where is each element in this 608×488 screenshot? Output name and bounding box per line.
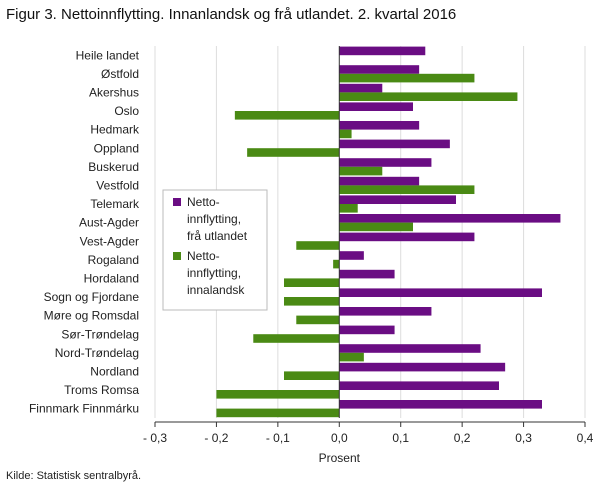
category-label: Vestfold [96, 179, 139, 193]
legend-box [162, 189, 268, 311]
category-label: Akershus [89, 86, 139, 100]
legend-label: frå utlandet [187, 229, 248, 243]
bar-utlandet [339, 65, 420, 74]
bars [216, 46, 561, 418]
x-tick-label: - 0,3 [143, 431, 167, 445]
bar-utlandet [339, 307, 432, 316]
category-label: Nordland [90, 365, 139, 379]
bar-utlandet [339, 362, 506, 372]
category-label: Heile landet [76, 48, 140, 62]
category-label: Rogaland [88, 253, 139, 267]
category-label: Finnmark Finnmárku [29, 402, 139, 416]
bar-innalandsk [339, 185, 475, 194]
category-label: Hedmark [90, 123, 140, 137]
bar-utlandet [339, 251, 364, 260]
x-tick-label: 0,3 [515, 431, 532, 445]
category-label: Nord-Trøndelag [55, 346, 139, 360]
legend-label: Netto- [187, 195, 220, 209]
bar-innalandsk [216, 390, 340, 399]
bar-innalandsk [339, 129, 352, 139]
bar-innalandsk [296, 315, 340, 325]
category-label: Østfold [101, 67, 139, 81]
legend-label: innflytting, [187, 212, 241, 226]
bar-utlandet [339, 288, 542, 297]
legend: Netto-innflytting, frå utlandet Netto-innf… [162, 189, 268, 311]
category-label: Troms Romsa [64, 383, 139, 397]
bar-innalandsk [253, 334, 340, 343]
bar-utlandet [339, 158, 432, 167]
bar-innalandsk [296, 241, 340, 250]
bar-utlandet [339, 400, 542, 409]
category-label: Møre og Romsdal [44, 309, 139, 323]
bar-innalandsk [333, 259, 340, 269]
category-labels: Heile landet Østfold Akershus Oslo Hedmark Op… [29, 48, 140, 415]
legend-swatch [173, 198, 181, 206]
bar-utlandet [339, 381, 499, 390]
bar-innalandsk [216, 408, 340, 418]
source-note: Kilde: Statistisk sentralbyrå. [6, 470, 142, 482]
bar-innalandsk [284, 371, 340, 380]
bar-innalandsk [339, 352, 364, 362]
bar-utlandet [339, 46, 426, 56]
x-axis-title: Prosent [319, 451, 361, 465]
category-label: Hordaland [84, 272, 139, 286]
bar-innalandsk [247, 148, 340, 157]
axes [154, 46, 586, 427]
category-label: Sogn og Fjordane [44, 290, 140, 304]
category-label: Sør-Trøndelag [61, 327, 139, 341]
bar-innalandsk [284, 297, 340, 306]
x-tick-label: - 0,1 [266, 431, 290, 445]
category-label: Telemark [90, 197, 140, 211]
bar-utlandet [339, 121, 420, 130]
bar-innalandsk [339, 204, 358, 213]
bar-utlandet [339, 214, 561, 223]
x-tick-labels: - 0,3 - 0,2 - 0,1 0,0 0,1 0,2 0,3 0,4 [143, 431, 594, 445]
bar-utlandet [339, 269, 395, 279]
bar-utlandet [339, 83, 383, 93]
legend-label: innalandsk [187, 283, 245, 297]
legend-label: Netto- [187, 249, 220, 263]
bar-utlandet [339, 176, 420, 186]
category-label: Aust-Agder [79, 216, 139, 230]
category-label: Oppland [94, 141, 139, 155]
category-label: Buskerud [88, 160, 139, 174]
chart-title: Figur 3. Nettoinnflytting. Innanlandsk o… [6, 6, 457, 23]
bar-innalandsk [339, 73, 475, 83]
x-tick-label: 0,0 [331, 431, 348, 445]
bar-innalandsk [234, 111, 340, 120]
bar-innalandsk [339, 166, 383, 176]
x-tick-label: 0,2 [454, 431, 471, 445]
bar-utlandet [339, 195, 456, 204]
x-tick-label: 0,1 [392, 431, 409, 445]
category-label: Vest-Agder [80, 234, 139, 248]
x-tick-label: 0,4 [577, 431, 594, 445]
bar-utlandet [339, 102, 413, 111]
bar-utlandet [339, 344, 481, 353]
bar-innalandsk [284, 278, 340, 287]
legend-swatch [173, 252, 181, 260]
bar-innalandsk [339, 222, 413, 232]
legend-label: innflytting, [187, 266, 241, 280]
bar-utlandet [339, 325, 395, 335]
bar-innalandsk [339, 92, 518, 101]
bar-utlandet [339, 232, 475, 242]
x-tick-label: - 0,2 [204, 431, 228, 445]
category-label: Oslo [114, 104, 139, 118]
bar-utlandet [339, 139, 450, 149]
